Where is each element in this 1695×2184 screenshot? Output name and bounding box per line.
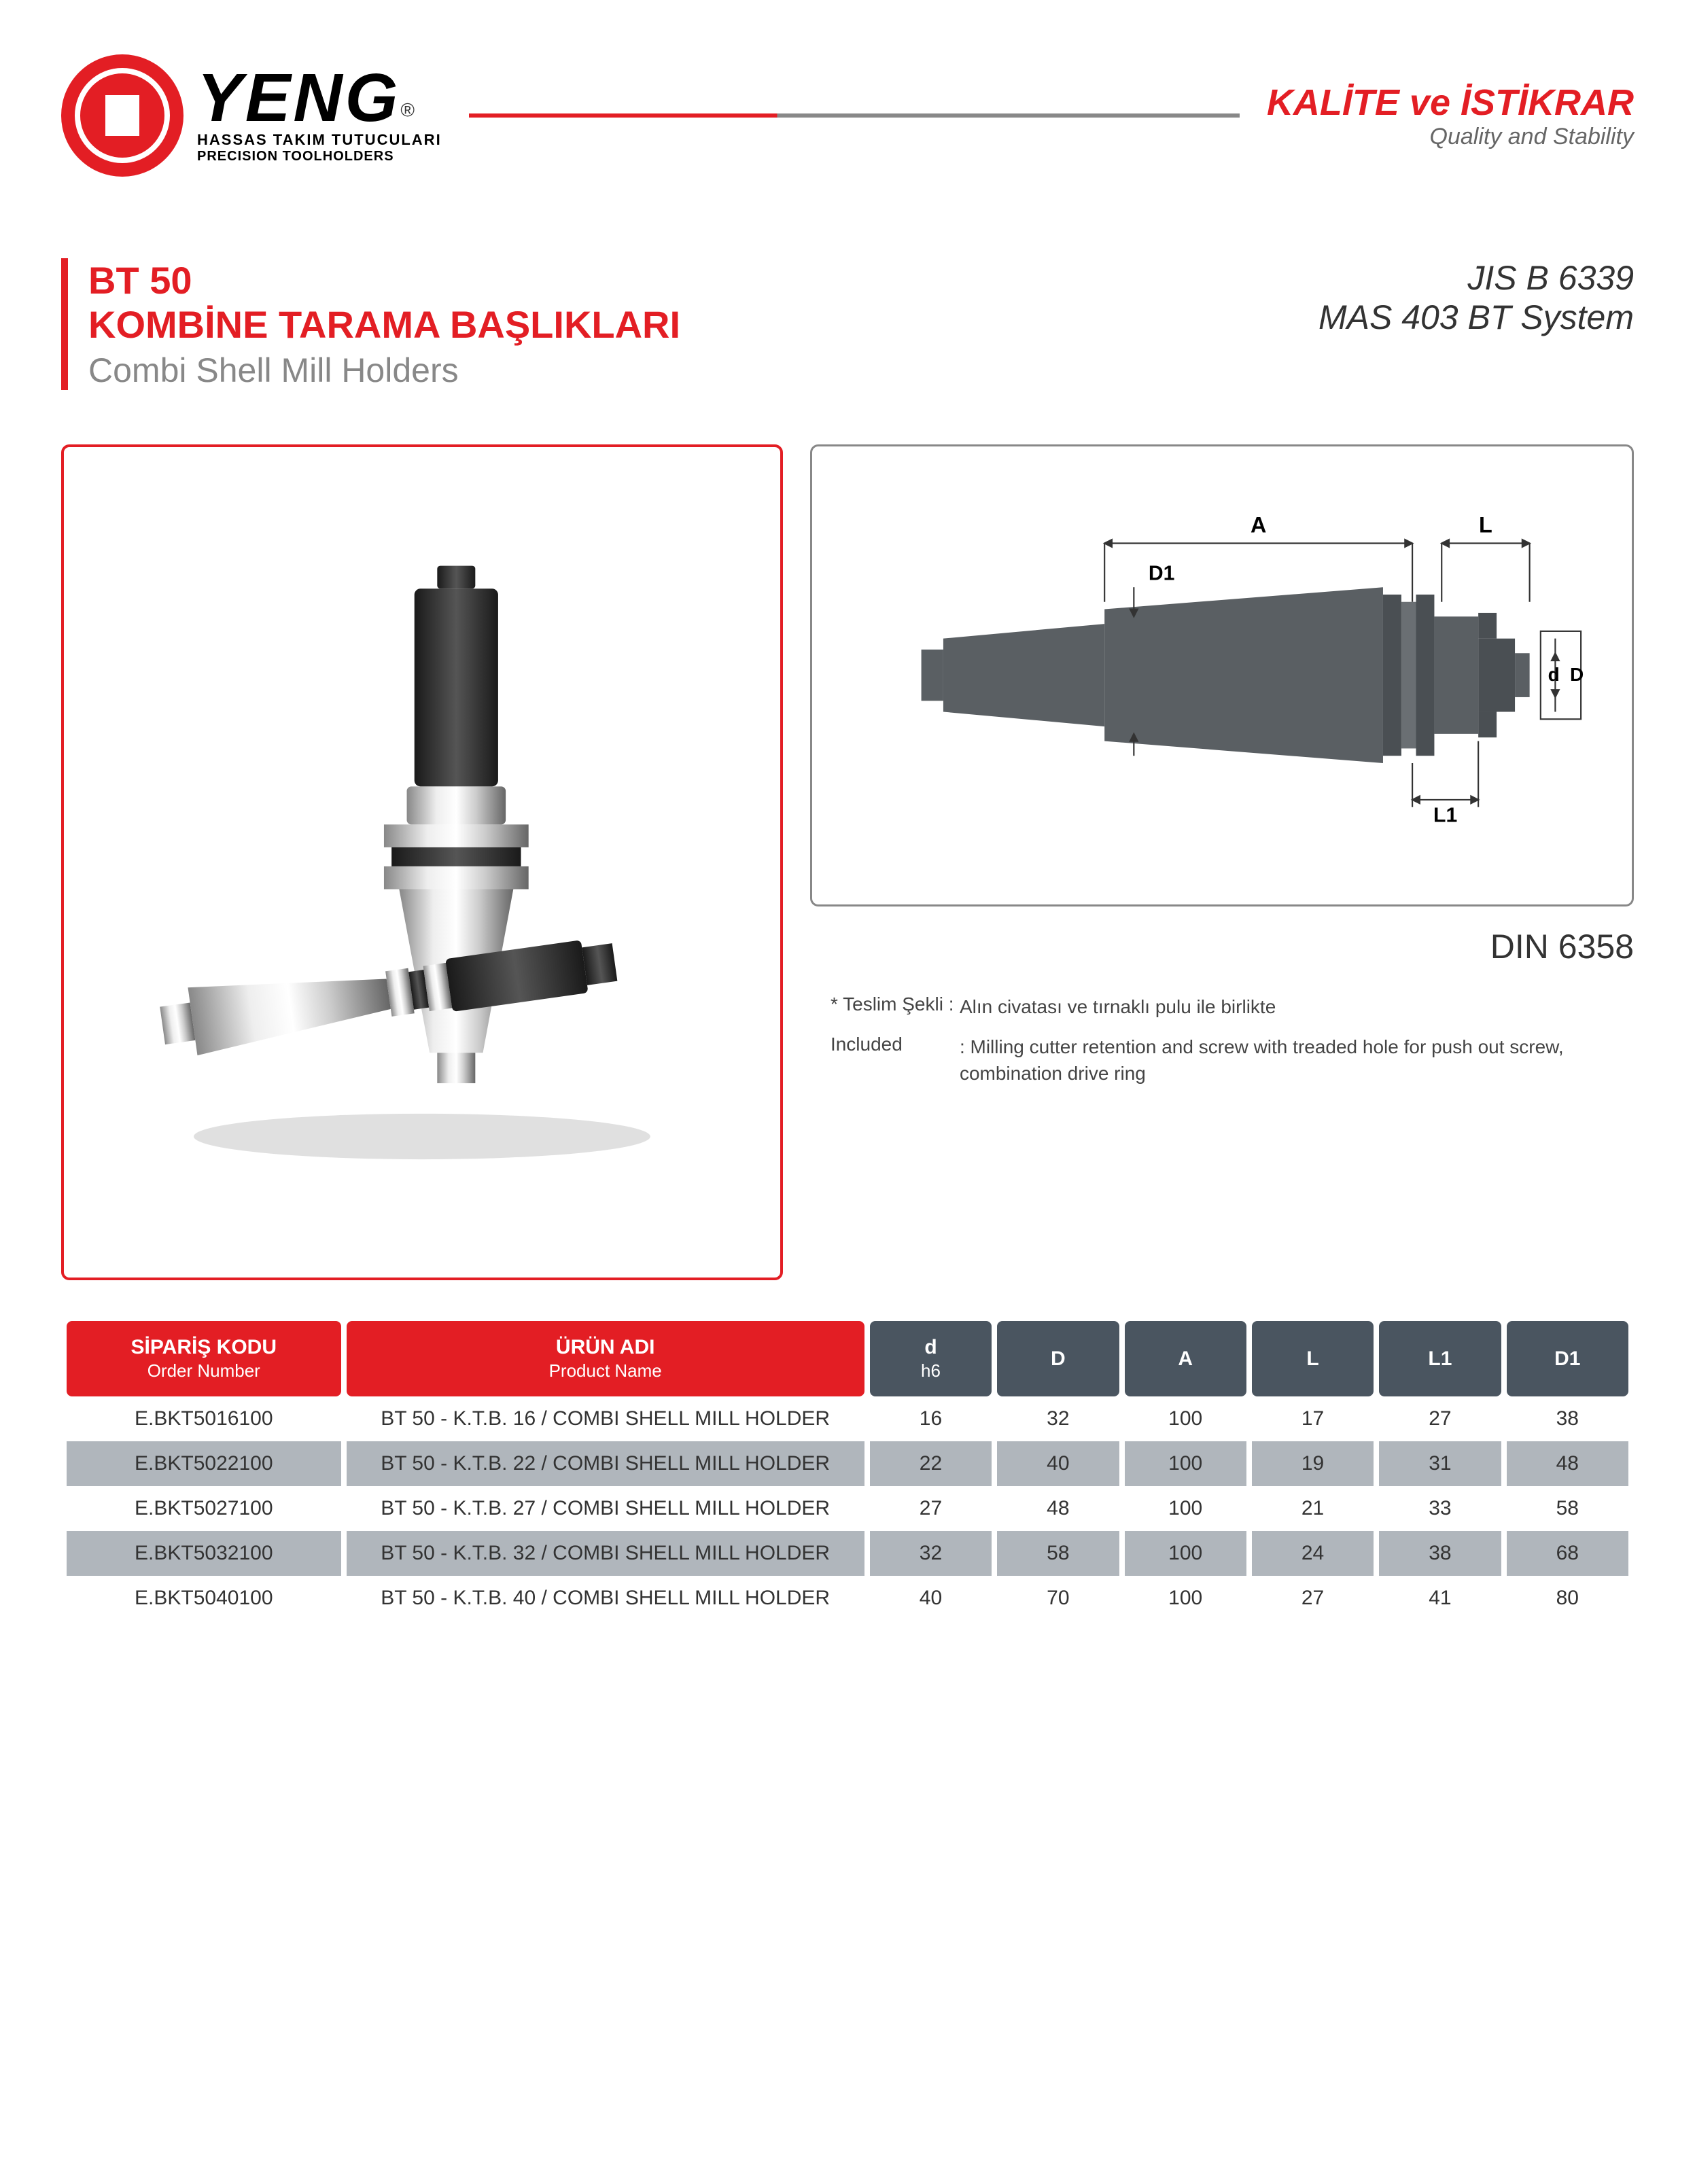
brand-text: YENG® HASSAS TAKIM TUTUCULARI PRECISION … — [197, 67, 442, 164]
cell-D: 70 — [997, 1576, 1119, 1621]
panels: A L D1 — [61, 444, 1634, 1280]
cell-L: 19 — [1252, 1441, 1374, 1486]
title-right: JIS B 6339 MAS 403 BT System — [1318, 258, 1634, 337]
cell-L1: 41 — [1379, 1576, 1501, 1621]
cell-d: 22 — [870, 1441, 992, 1486]
cell-code: E.BKT5040100 — [67, 1576, 341, 1621]
cell-d: 27 — [870, 1486, 992, 1531]
brand-subtitle-2: PRECISION TOOLHOLDERS — [197, 149, 442, 164]
cell-D: 58 — [997, 1531, 1119, 1576]
note-label-1: * Teslim Şekli : — [831, 993, 960, 1020]
cell-d: 32 — [870, 1531, 992, 1576]
th-D: D — [997, 1321, 1119, 1396]
logo-icon — [61, 54, 184, 177]
cell-L1: 33 — [1379, 1486, 1501, 1531]
cell-name: BT 50 - K.T.B. 16 / COMBI SHELL MILL HOL… — [347, 1396, 864, 1441]
cell-A: 100 — [1125, 1531, 1246, 1576]
cell-d: 40 — [870, 1576, 992, 1621]
cell-L: 24 — [1252, 1531, 1374, 1576]
note-text-1: Alın civatası ve tırnaklı pulu ile birli… — [960, 993, 1634, 1020]
product-photo-placeholder — [118, 510, 727, 1216]
note-text-2: : Milling cutter retention and screw wit… — [960, 1034, 1634, 1087]
cell-D: 48 — [997, 1486, 1119, 1531]
logo-block: YENG® HASSAS TAKIM TUTUCULARI PRECISION … — [61, 54, 442, 177]
trademark-icon: ® — [400, 99, 415, 120]
note-label-2: Included — [831, 1034, 960, 1087]
product-title: KOMBİNE TARAMA BAŞLIKLARI — [88, 302, 680, 347]
brand-subtitle-1: HASSAS TAKIM TUTUCULARI — [197, 131, 442, 149]
delivery-notes: * Teslim Şekli : Alın civatası ve tırnak… — [810, 993, 1634, 1101]
dim-label-A: A — [1251, 513, 1266, 538]
tagline-main: KALİTE ve İSTİKRAR — [1267, 82, 1634, 124]
product-code: BT 50 — [88, 258, 680, 302]
cell-D1: 48 — [1507, 1441, 1628, 1486]
cell-D1: 38 — [1507, 1396, 1628, 1441]
cell-name: BT 50 - K.T.B. 22 / COMBI SHELL MILL HOL… — [347, 1441, 864, 1486]
th-L: L — [1252, 1321, 1374, 1396]
th-name: ÜRÜN ADIProduct Name — [347, 1321, 864, 1396]
header-divider — [469, 113, 1240, 118]
dim-label-D: D — [1570, 665, 1584, 686]
page-header: YENG® HASSAS TAKIM TUTUCULARI PRECISION … — [61, 54, 1634, 177]
cell-D1: 58 — [1507, 1486, 1628, 1531]
cell-code: E.BKT5027100 — [67, 1486, 341, 1531]
cell-name: BT 50 - K.T.B. 27 / COMBI SHELL MILL HOL… — [347, 1486, 864, 1531]
cell-L1: 27 — [1379, 1396, 1501, 1441]
title-left: BT 50 KOMBİNE TARAMA BAŞLIKLARI Combi Sh… — [61, 258, 680, 390]
table-row: E.BKT5032100BT 50 - K.T.B. 32 / COMBI SH… — [67, 1531, 1628, 1576]
tagline-sub: Quality and Stability — [1267, 124, 1634, 150]
din-standard: DIN 6358 — [810, 927, 1634, 966]
spec-line-2: MAS 403 BT System — [1318, 298, 1634, 337]
technical-diagram: A L D1 — [853, 492, 1590, 858]
table-row: E.BKT5027100BT 50 - K.T.B. 27 / COMBI SH… — [67, 1486, 1628, 1531]
dim-label-d: d — [1548, 665, 1560, 686]
dim-label-L1: L1 — [1433, 805, 1457, 827]
cell-D: 32 — [997, 1396, 1119, 1441]
right-column: A L D1 — [810, 444, 1634, 1280]
table-header-row: SİPARİŞ KODUOrder Number ÜRÜN ADIProduct… — [67, 1321, 1628, 1396]
cell-d: 16 — [870, 1396, 992, 1441]
cell-name: BT 50 - K.T.B. 32 / COMBI SHELL MILL HOL… — [347, 1531, 864, 1576]
cell-code: E.BKT5016100 — [67, 1396, 341, 1441]
product-photo-panel — [61, 444, 783, 1280]
cell-A: 100 — [1125, 1486, 1246, 1531]
cell-A: 100 — [1125, 1396, 1246, 1441]
cell-code: E.BKT5032100 — [67, 1531, 341, 1576]
diagram-panel: A L D1 — [810, 444, 1634, 906]
product-subtitle: Combi Shell Mill Holders — [88, 351, 680, 390]
cell-A: 100 — [1125, 1576, 1246, 1621]
tagline: KALİTE ve İSTİKRAR Quality and Stability — [1267, 82, 1634, 150]
cell-D1: 68 — [1507, 1531, 1628, 1576]
dim-label-L: L — [1479, 513, 1492, 538]
th-d: dh6 — [870, 1321, 992, 1396]
title-row: BT 50 KOMBİNE TARAMA BAŞLIKLARI Combi Sh… — [61, 258, 1634, 390]
table-row: E.BKT5040100BT 50 - K.T.B. 40 / COMBI SH… — [67, 1576, 1628, 1621]
cell-L: 17 — [1252, 1396, 1374, 1441]
spec-line-1: JIS B 6339 — [1318, 258, 1634, 298]
cell-code: E.BKT5022100 — [67, 1441, 341, 1486]
cell-name: BT 50 - K.T.B. 40 / COMBI SHELL MILL HOL… — [347, 1576, 864, 1621]
brand-name: YENG — [197, 60, 400, 136]
th-L1: L1 — [1379, 1321, 1501, 1396]
cell-A: 100 — [1125, 1441, 1246, 1486]
th-D1: D1 — [1507, 1321, 1628, 1396]
dim-label-D1: D1 — [1149, 563, 1175, 585]
cell-L: 21 — [1252, 1486, 1374, 1531]
cell-L1: 38 — [1379, 1531, 1501, 1576]
cell-L: 27 — [1252, 1576, 1374, 1621]
th-code: SİPARİŞ KODUOrder Number — [67, 1321, 341, 1396]
table-row: E.BKT5016100BT 50 - K.T.B. 16 / COMBI SH… — [67, 1396, 1628, 1441]
th-A: A — [1125, 1321, 1246, 1396]
cell-D1: 80 — [1507, 1576, 1628, 1621]
spec-table: SİPARİŞ KODUOrder Number ÜRÜN ADIProduct… — [61, 1321, 1634, 1621]
cell-D: 40 — [997, 1441, 1119, 1486]
cell-L1: 31 — [1379, 1441, 1501, 1486]
table-row: E.BKT5022100BT 50 - K.T.B. 22 / COMBI SH… — [67, 1441, 1628, 1486]
